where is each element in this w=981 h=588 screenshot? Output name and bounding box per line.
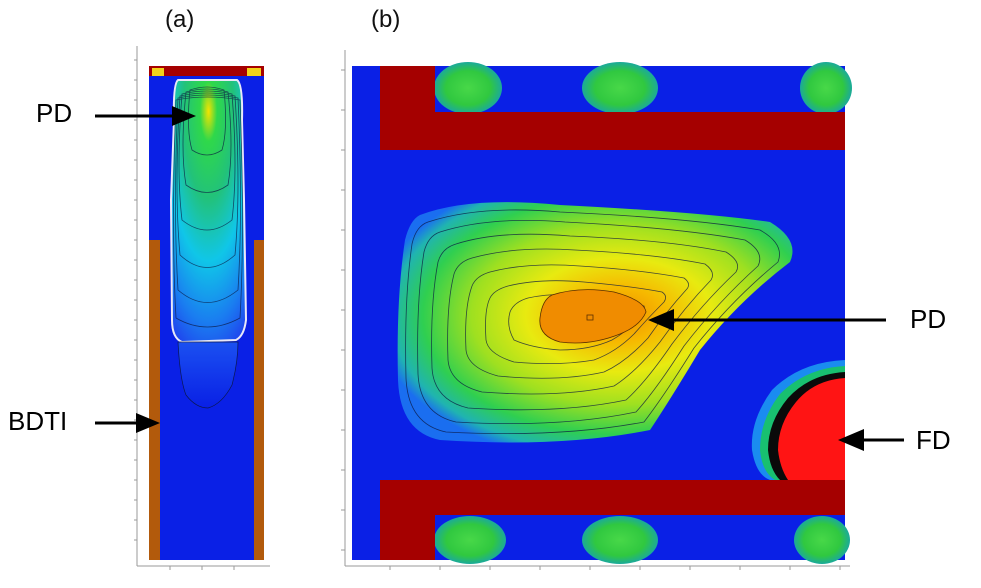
panel-a-bdti-label: BDTI (8, 406, 68, 436)
panel-b-fd-arrow (838, 429, 904, 451)
panel-a-bdti-arrow (95, 413, 160, 433)
panel-a-contact-right (247, 68, 261, 76)
panel-b-top-well-3 (800, 62, 852, 114)
panel-a-contact-left (152, 68, 164, 76)
panel-a-bdti-left (149, 240, 160, 560)
panel-a-label: (a) (165, 6, 195, 33)
panel-b (341, 50, 904, 570)
panel-a-pd-label: PD (36, 98, 73, 128)
panel-b-fd-label: FD (916, 425, 951, 455)
panel-b-top-well-2 (582, 62, 658, 114)
panel-b-label: (b) (371, 6, 401, 33)
panel-b-top-well-1 (434, 62, 502, 114)
panel-a-gate (149, 66, 264, 76)
panel-b-bottom-gate (380, 480, 845, 560)
panel-a-bdti-right (254, 240, 264, 560)
panel-b-pd-label: PD (910, 304, 947, 334)
panel-a-pd-tail (177, 341, 239, 409)
panel-a-contours (173, 86, 243, 328)
panel-b-pd-center-marker (586, 314, 594, 321)
panel-a-pd-arrow (95, 106, 196, 126)
panel-a (95, 46, 270, 570)
panel-b-ticks (341, 69, 841, 570)
panel-b-pd-arrow (648, 309, 886, 331)
panel-b-bottom-well-3 (794, 516, 850, 564)
panel-b-fd (751, 360, 845, 480)
panel-b-bottom-well-1 (434, 516, 506, 564)
panel-b-top-gate (380, 66, 845, 150)
panel-b-bottom-well-2 (582, 516, 658, 564)
